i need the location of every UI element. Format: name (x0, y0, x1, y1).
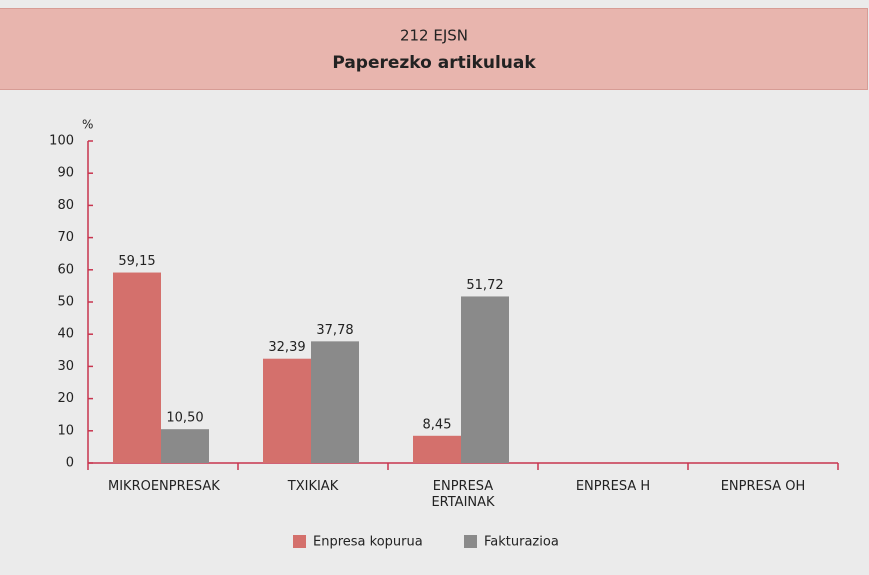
bar (461, 296, 509, 463)
y-tick-label: 0 (66, 456, 74, 471)
data-label: 59,15 (118, 254, 155, 269)
y-tick-label: 50 (57, 295, 74, 310)
legend-swatch (293, 535, 306, 548)
y-tick-label: 10 (57, 423, 74, 438)
y-tick-label: 80 (57, 198, 74, 213)
y-axis-label: % (82, 118, 93, 132)
data-label: 10,50 (166, 411, 203, 426)
data-label: 32,39 (268, 340, 305, 355)
bar (113, 272, 161, 463)
data-label: 51,72 (466, 278, 503, 293)
x-tick-label: TXIKIAK (287, 479, 339, 494)
y-tick-label: 90 (57, 166, 74, 181)
y-tick-label: 100 (49, 134, 74, 149)
bar (263, 358, 311, 463)
y-tick-label: 60 (57, 262, 74, 277)
chart-subtitle: Paperezko artikuluak (332, 53, 536, 73)
y-tick-label: 30 (57, 359, 74, 374)
legend-label: Fakturazioa (484, 535, 559, 550)
data-label: 8,45 (423, 417, 452, 432)
y-tick-label: 40 (57, 327, 74, 342)
chart-title: 212 EJSN (400, 27, 468, 45)
bar (161, 429, 209, 463)
y-tick-label: 70 (57, 230, 74, 245)
bar (413, 435, 461, 463)
y-tick-label: 20 (57, 391, 74, 406)
x-tick-label: ENPRESA ERTAINAK (431, 479, 495, 510)
data-label: 37,78 (316, 323, 353, 338)
bar (311, 341, 359, 463)
x-tick-label: ENPRESA H (575, 479, 651, 494)
legend-swatch (464, 535, 477, 548)
x-tick-label: ENPRESA OH (720, 479, 806, 494)
header (0, 8, 868, 90)
x-tick-label: MIKROENPRESAK (108, 479, 220, 494)
legend-label: Enpresa kopurua (313, 535, 423, 550)
